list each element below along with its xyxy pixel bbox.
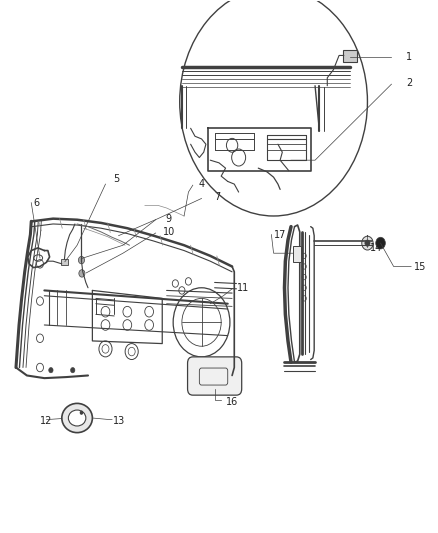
Text: 10: 10 [162,227,175,237]
Text: 16: 16 [226,397,238,407]
Ellipse shape [62,403,92,433]
Text: 7: 7 [214,192,220,203]
Text: 11: 11 [237,283,249,293]
Ellipse shape [68,410,86,426]
Circle shape [78,256,85,264]
FancyBboxPatch shape [61,259,68,265]
Circle shape [376,237,385,249]
Circle shape [71,368,75,373]
Text: 14: 14 [370,243,382,253]
Text: 1: 1 [406,52,412,61]
Text: 15: 15 [413,262,426,271]
FancyBboxPatch shape [293,246,300,262]
Circle shape [362,236,373,250]
Text: 2: 2 [406,78,412,88]
Text: 9: 9 [166,214,172,224]
Text: 5: 5 [113,174,120,184]
Text: 4: 4 [198,179,205,189]
FancyBboxPatch shape [343,50,357,62]
Text: 13: 13 [113,416,125,426]
Circle shape [365,240,370,246]
Text: 12: 12 [40,416,53,426]
FancyBboxPatch shape [187,357,242,395]
Circle shape [80,410,83,415]
Circle shape [49,368,53,373]
Text: 6: 6 [33,198,39,208]
Text: 17: 17 [274,230,286,240]
Circle shape [79,270,85,277]
